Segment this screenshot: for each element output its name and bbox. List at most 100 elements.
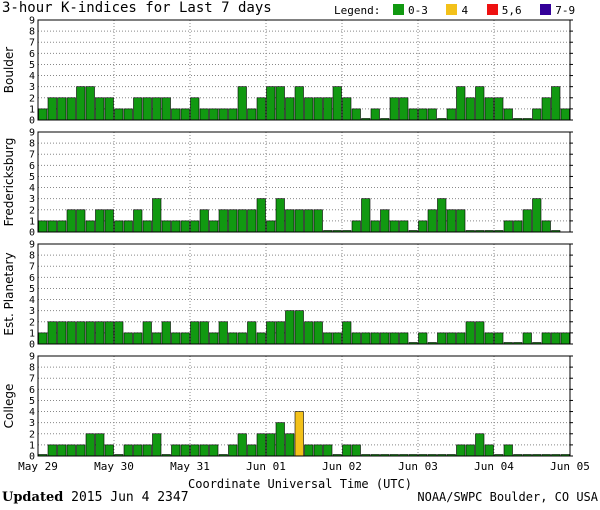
legend-label: 5,6 <box>501 3 522 17</box>
kp-bar <box>256 198 266 233</box>
y-tick-label: 6 <box>29 273 35 284</box>
y-tick-label: 6 <box>29 161 35 172</box>
kp-bar <box>142 321 152 345</box>
kp-bar <box>484 332 494 345</box>
kp-bar <box>503 108 513 121</box>
kp-bar <box>560 108 570 121</box>
kp-bar <box>190 444 200 457</box>
y-tick-label: 0 <box>29 452 35 463</box>
kp-bar <box>114 321 124 345</box>
kp-bar <box>57 220 67 233</box>
credit-text: NOAA/SWPC Boulder, CO USA <box>417 490 598 504</box>
x-tick-label: Jun 05 <box>550 460 590 473</box>
kp-bar <box>171 444 181 457</box>
kp-bar <box>465 444 475 457</box>
kp-bar <box>38 108 48 121</box>
kp-bar <box>285 433 295 457</box>
y-tick-label: 7 <box>29 262 35 273</box>
kp-bar <box>427 209 437 233</box>
kp-bar <box>47 444 57 457</box>
kp-bar <box>294 411 304 457</box>
kp-bar <box>133 97 143 121</box>
y-tick-label: 1 <box>29 104 35 115</box>
kp-bar <box>199 108 209 121</box>
kp-bar <box>85 86 95 121</box>
kp-bar <box>95 97 105 121</box>
y-tick-label: 5 <box>29 60 35 71</box>
kp-bar <box>171 332 181 345</box>
kp-bar <box>532 198 542 233</box>
y-tick-label: 1 <box>29 328 35 339</box>
y-tick-label: 2 <box>29 429 35 440</box>
kp-bar <box>85 220 95 233</box>
kp-bar <box>209 220 219 233</box>
y-tick-label: 8 <box>29 251 35 262</box>
kp-bar <box>323 332 333 345</box>
kp-bar <box>313 97 323 121</box>
kp-bar <box>114 108 124 121</box>
y-tick-label: 7 <box>29 38 35 49</box>
kp-bar <box>342 444 352 457</box>
kp-bar <box>95 433 105 457</box>
y-tick-label: 9 <box>29 352 35 363</box>
kp-bar <box>180 220 190 233</box>
kp-bar <box>152 97 162 121</box>
legend: Legend: 0-3 4 5,6 7-9 <box>334 3 587 17</box>
y-tick-label: 0 <box>29 116 35 127</box>
kp-bar <box>551 332 561 345</box>
y-tick-label: 9 <box>29 16 35 27</box>
kp-bar <box>541 97 551 121</box>
x-tick-label: May 31 <box>170 460 210 473</box>
panel-frame <box>37 131 571 233</box>
kp-bar <box>218 108 228 121</box>
kp-bar <box>161 97 171 121</box>
kp-bar <box>142 220 152 233</box>
kp-bar <box>275 321 285 345</box>
kp-bar <box>456 86 466 121</box>
kp-bar <box>104 97 114 121</box>
kp-bar <box>266 220 276 233</box>
kp-bar <box>294 86 304 121</box>
y-tick-label: 9 <box>29 240 35 251</box>
kp-bar <box>465 97 475 121</box>
kp-bar <box>142 444 152 457</box>
kp-bar <box>380 209 390 233</box>
kp-bar <box>484 97 494 121</box>
kp-bar <box>76 444 86 457</box>
y-tick-label: 6 <box>29 49 35 60</box>
kp-bar <box>38 220 48 233</box>
kp-bar <box>199 444 209 457</box>
kp-bar <box>47 97 57 121</box>
kp-bar <box>76 321 86 345</box>
y-tick-label: 3 <box>29 306 35 317</box>
kp-bar <box>114 220 124 233</box>
kp-bar <box>190 321 200 345</box>
kp-bar <box>342 97 352 121</box>
kp-bar <box>465 321 475 345</box>
kp-bar <box>332 332 342 345</box>
panel-frame <box>37 19 571 121</box>
kp-bar <box>266 86 276 121</box>
panel-frame <box>37 355 571 457</box>
kp-bar <box>304 97 314 121</box>
kp-bar <box>266 321 276 345</box>
kp-bar <box>437 198 447 233</box>
kp-bar <box>522 332 532 345</box>
kp-bar <box>503 444 513 457</box>
kp-bar <box>494 97 504 121</box>
kp-bar <box>95 321 105 345</box>
kp-bar <box>152 332 162 345</box>
kp-bar <box>256 332 266 345</box>
x-tick-label: May 29 <box>18 460 58 473</box>
kp-bar <box>228 444 238 457</box>
kp-bar <box>228 332 238 345</box>
k-index-chart: 0123456789Boulder0123456789Fredericksbur… <box>2 16 590 474</box>
kp-bar <box>370 108 380 121</box>
kp-bar <box>389 97 399 121</box>
kp-bar <box>351 108 361 121</box>
panel-label: Boulder <box>2 47 16 94</box>
kp-bar <box>57 444 67 457</box>
y-tick-label: 6 <box>29 385 35 396</box>
kp-bar <box>85 433 95 457</box>
legend-title: Legend: <box>334 3 381 17</box>
